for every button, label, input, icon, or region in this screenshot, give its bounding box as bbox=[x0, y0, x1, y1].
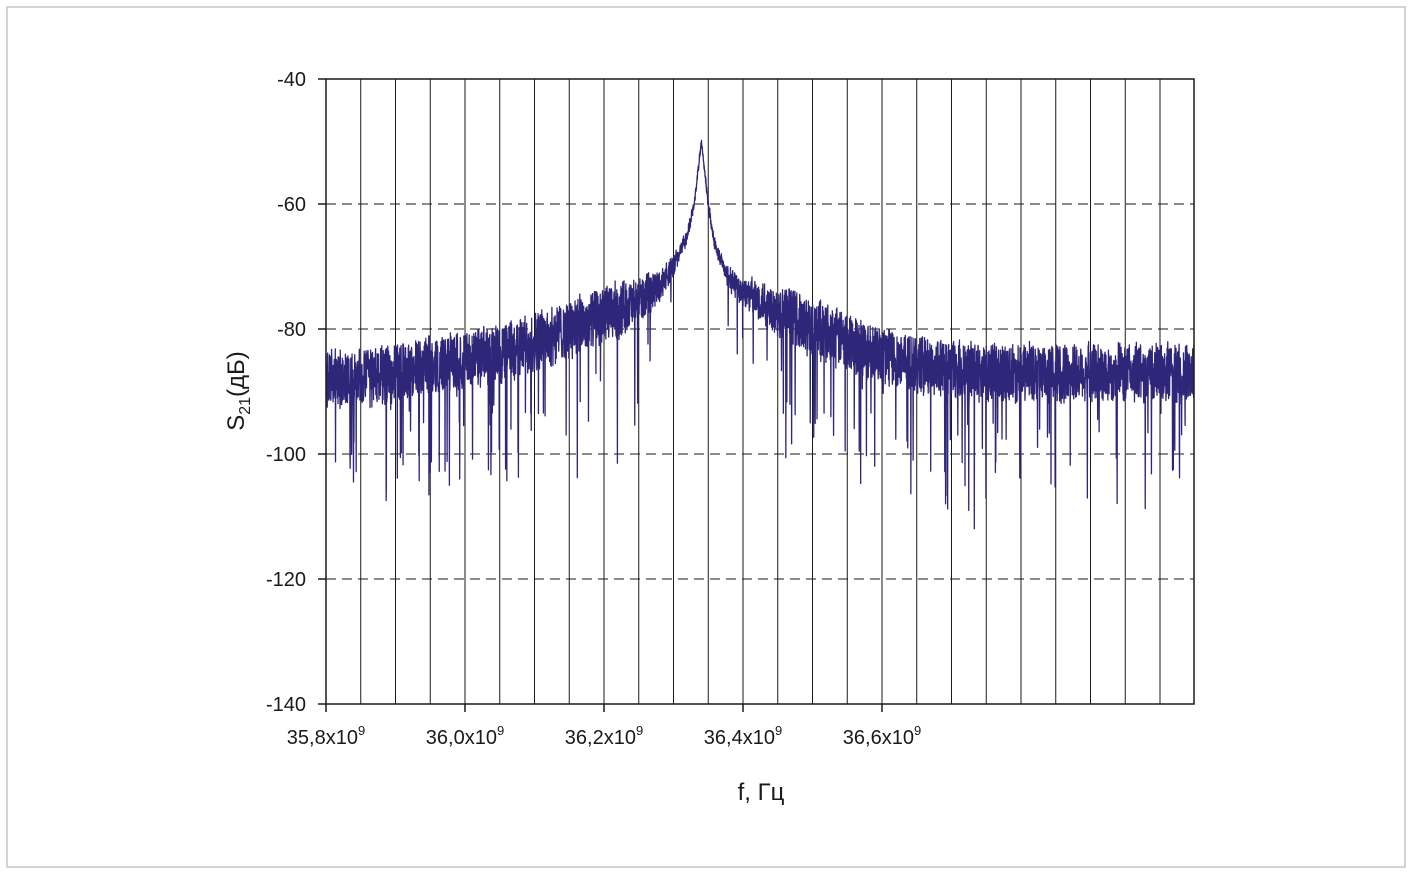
y-axis-title-main: S bbox=[223, 415, 250, 431]
x-tick-label: 36,4x109 bbox=[704, 723, 782, 749]
plot-border bbox=[325, 78, 1195, 705]
y-tick-label: -120 bbox=[266, 569, 306, 591]
y-axis-ticks: -40 -60 -80 -100 -120 -140 bbox=[266, 69, 326, 716]
x-axis-title: f, Гц bbox=[738, 779, 785, 806]
x-tick-label: 36,0x109 bbox=[426, 723, 504, 749]
y-tick-label: -60 bbox=[277, 194, 306, 216]
x-tick-label: 36,2x109 bbox=[565, 723, 643, 749]
y-axis-title-subscript: 21 bbox=[237, 397, 254, 415]
horizontal-grid bbox=[326, 203, 1194, 580]
series-line bbox=[325, 139, 1195, 530]
y-tick-label: -100 bbox=[266, 444, 306, 466]
y-tick-label: -140 bbox=[266, 694, 306, 716]
x-tick-label: 35,8x109 bbox=[287, 723, 365, 749]
y-tick-label: -40 bbox=[277, 69, 306, 91]
y-axis-title: S21(дБ) bbox=[223, 351, 254, 431]
x-axis-ticks: 35,8x109 36,0x109 36,2x109 36,4x109 36,6x109 bbox=[287, 704, 921, 749]
y-axis-title-unit: (дБ) bbox=[223, 351, 250, 397]
x-tick-label: 36,6x109 bbox=[843, 723, 921, 749]
y-tick-label: -80 bbox=[277, 319, 306, 341]
